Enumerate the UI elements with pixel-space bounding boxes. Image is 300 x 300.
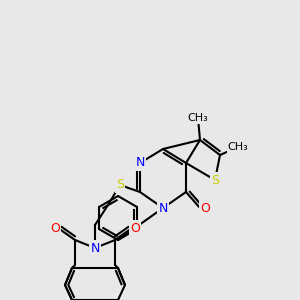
Text: O: O bbox=[50, 221, 60, 235]
Text: N: N bbox=[90, 242, 100, 254]
Text: S: S bbox=[211, 173, 219, 187]
Text: O: O bbox=[200, 202, 210, 214]
Text: CH₃: CH₃ bbox=[228, 142, 248, 152]
Text: O: O bbox=[130, 221, 140, 235]
Text: S: S bbox=[116, 178, 124, 191]
Text: CH₃: CH₃ bbox=[188, 113, 208, 123]
Text: N: N bbox=[158, 202, 168, 214]
Text: N: N bbox=[135, 157, 145, 169]
